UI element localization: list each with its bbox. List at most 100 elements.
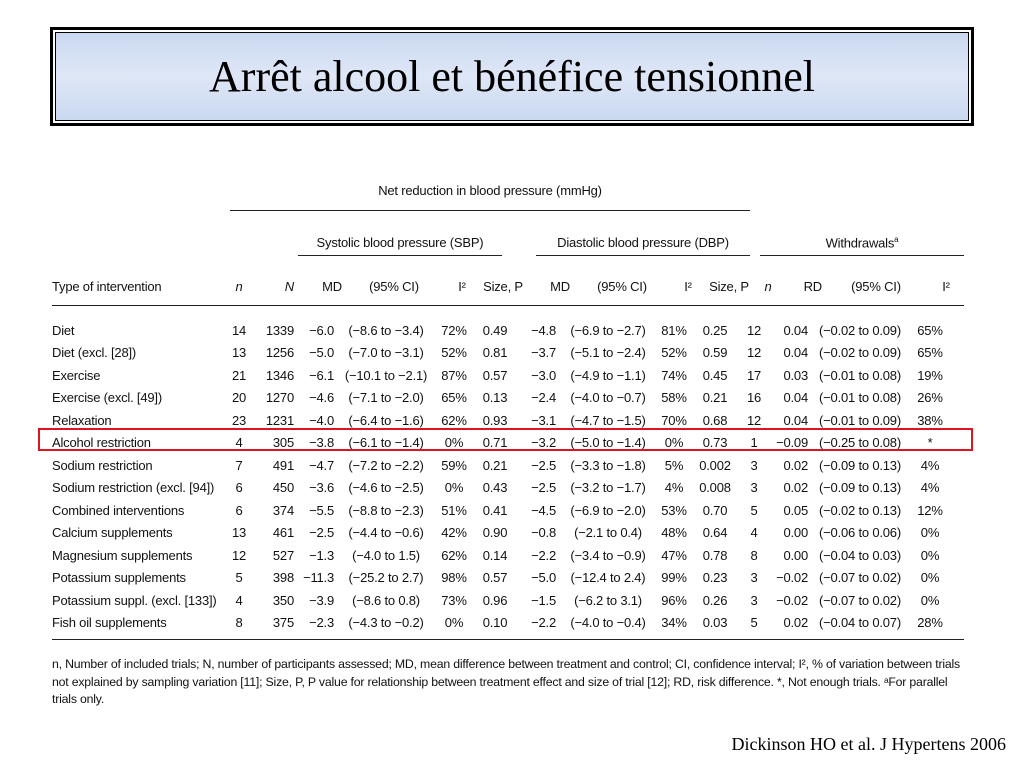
table-cell: 0.23 <box>702 570 728 586</box>
table-cell: (−0.02 to 0.09) <box>819 322 901 338</box>
table-cell: 305 <box>272 435 294 451</box>
table-cell: Potassium supplements <box>52 570 186 586</box>
table-cell: (−8.6 to −3.4) <box>348 322 424 338</box>
table-cell: 13 <box>231 525 247 541</box>
table-row: Relaxation 23 1231 −4.0 (−6.4 to −1.6) 62% 0.9… <box>52 409 948 432</box>
table-cell: 38% <box>917 412 943 428</box>
table-cell: 0% <box>444 435 464 451</box>
table-cell: (−0.01 to 0.08) <box>819 390 901 406</box>
column-header-9: I² <box>684 279 692 294</box>
table-cell: 62% <box>441 412 467 428</box>
table-cell: 0% <box>444 480 464 496</box>
table-cell: 4 <box>750 525 758 541</box>
table-cell: −11.3 <box>303 570 334 586</box>
table-cell: 20 <box>231 390 247 406</box>
table-cell: −3.1 <box>531 412 556 428</box>
table-cell: 12 <box>231 547 247 563</box>
table-cell: 0% <box>920 592 940 608</box>
table-cell: Exercise <box>52 367 101 383</box>
table-cell: 14 <box>231 322 247 338</box>
table-cell: −3.8 <box>309 435 334 451</box>
table-cell: 0% <box>920 570 940 586</box>
table-row: Potassium supplements 5 398 −11.3 (−25.2 to … <box>52 567 948 590</box>
table-cell: 65% <box>917 322 943 338</box>
table-cell: 0.70 <box>702 502 728 518</box>
table-cell: 87% <box>441 367 467 383</box>
table-cell: Exercise (excl. [49]) <box>52 390 162 406</box>
table-cell: (−4.3 to −0.2) <box>348 615 424 631</box>
dbp-rule <box>536 255 750 256</box>
column-header-rule <box>52 305 964 306</box>
table-cell: 0% <box>920 547 940 563</box>
table-cell: 1339 <box>265 322 294 338</box>
header-rule <box>230 210 750 211</box>
table-footnote: n, Number of included trials; N, number … <box>52 657 961 706</box>
column-header-11: n <box>764 279 772 294</box>
table-cell: 0.05 <box>783 502 808 518</box>
table-cell: (−4.9 to −1.1) <box>570 367 646 383</box>
table-cell: 374 <box>272 502 294 518</box>
table-cell: 0.81 <box>482 345 508 361</box>
table-cell: 8 <box>750 547 758 563</box>
table-cell: 12 <box>746 412 762 428</box>
withdrawals-rule <box>760 255 964 256</box>
table-cell: −4.6 <box>309 390 334 406</box>
table-cell: (−4.6 to −2.5) <box>348 480 424 496</box>
table-cell: (−5.0 to −1.4) <box>570 435 646 451</box>
table-cell: −0.02 <box>776 570 808 586</box>
table-cell: (−4.7 to −1.5) <box>570 412 646 428</box>
table-cell: 81% <box>661 322 687 338</box>
table-cell: (−10.1 to −2.1) <box>344 367 428 383</box>
table-cell: 0.00 <box>783 525 808 541</box>
table-cell: 0.04 <box>783 390 808 406</box>
table-cell: (−0.09 to 0.13) <box>819 457 901 473</box>
table-cell: (−6.1 to −1.4) <box>348 435 424 451</box>
table-cell: 0.02 <box>783 457 808 473</box>
table-row: Sodium restriction (excl. [94]) 6 450 −3.6 (… <box>52 477 948 500</box>
table-cell: (−0.04 to 0.03) <box>819 547 901 563</box>
table-cell: 26% <box>917 390 943 406</box>
table-cell: −2.3 <box>309 615 334 631</box>
table-cell: 48% <box>661 525 687 541</box>
table-cell: 450 <box>272 480 294 496</box>
table-cell: 1270 <box>265 390 294 406</box>
table-cell: 28% <box>917 615 943 631</box>
table-cell: 70% <box>661 412 687 428</box>
table-cell: −5.5 <box>309 502 334 518</box>
table-cell: (−0.25 to 0.08) <box>819 435 901 451</box>
table-cell: 52% <box>441 345 467 361</box>
column-header-14: I² <box>942 279 950 294</box>
table-cell: 1231 <box>265 412 294 428</box>
header-net-reduction: Net reduction in blood pressure (mmHg) <box>378 183 602 198</box>
table-cell: 19% <box>917 367 943 383</box>
table-cell: Alcohol restriction <box>52 435 151 451</box>
table-cell: (−3.2 to −1.7) <box>570 480 646 496</box>
column-header-1: n <box>235 279 243 294</box>
table-cell: −3.7 <box>531 345 556 361</box>
data-table: Diet 14 1339 −6.0 (−8.6 to −3.4) 72% 0.49 −4.8(… <box>52 319 948 634</box>
table-cell: (−0.02 to 0.13) <box>819 502 901 518</box>
table-cell: 0.13 <box>482 390 508 406</box>
table-cell: 12% <box>917 502 943 518</box>
table-row: Diet 14 1339 −6.0 (−8.6 to −3.4) 72% 0.49 −4.8 (… <box>52 319 948 342</box>
table-cell: Fish oil supplements <box>52 615 167 631</box>
table-cell: 53% <box>661 502 687 518</box>
table-cell: (−5.1 to −2.4) <box>570 345 646 361</box>
table-cell: (−0.01 to 0.09) <box>819 412 901 428</box>
table-cell: 0.49 <box>482 322 508 338</box>
table-cell: 65% <box>441 390 467 406</box>
table-cell: −3.2 <box>531 435 556 451</box>
table-cell: −5.0 <box>309 345 334 361</box>
table-cell: 74% <box>661 367 687 383</box>
table-cell: 0.73 <box>702 435 728 451</box>
table-cell: 0.59 <box>702 345 728 361</box>
table-cell: (−6.9 to −2.7) <box>570 322 646 338</box>
table-cell: (−0.02 to 0.09) <box>819 345 901 361</box>
table-cell: 4% <box>920 480 940 496</box>
table-cell: 0.25 <box>702 322 728 338</box>
table-cell: −0.02 <box>776 592 808 608</box>
header-withdrawals: Withdrawalsa <box>825 235 899 251</box>
highlight-box-alcohol-restriction <box>38 428 973 451</box>
table-cell: 0.78 <box>702 547 728 563</box>
table-row: Combined interventions 6 374 −5.5 (−8.8 to −… <box>52 499 948 522</box>
